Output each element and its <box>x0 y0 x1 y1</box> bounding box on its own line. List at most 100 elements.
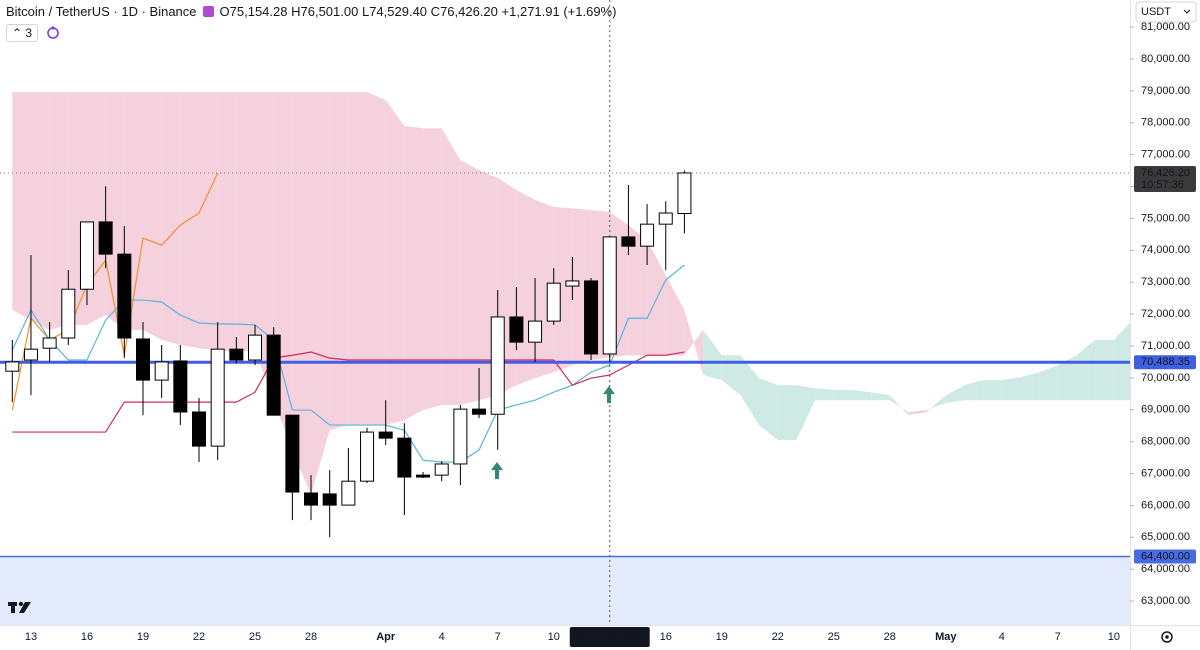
cloud-segment <box>684 309 704 375</box>
cloud-segment <box>740 355 760 426</box>
y-tick-label: 80,000.00 <box>1141 53 1190 65</box>
cloud-segment <box>908 410 928 416</box>
cloud-segment <box>1113 322 1130 401</box>
y-tick-label: 75,000.00 <box>1141 212 1190 224</box>
cloud-segment <box>927 395 946 412</box>
x-tick-label: 25 <box>828 631 840 643</box>
cloud-segment <box>759 378 778 441</box>
ohlc: O75,154.28 H76,501.00 L74,529.40 C76,426… <box>220 4 617 19</box>
cloud-segment <box>12 92 31 321</box>
cloud-segment <box>1095 339 1114 401</box>
cloud-segment <box>423 128 442 411</box>
dropdown-icon <box>1183 9 1191 14</box>
y-tick-label: 79,000.00 <box>1141 85 1190 97</box>
logo <box>8 601 31 613</box>
cloud-segment <box>1020 372 1040 401</box>
cloud-segment <box>852 389 872 401</box>
signal-arrow <box>491 462 503 479</box>
candle-body <box>378 431 393 439</box>
x-tick-label: 28 <box>305 631 317 643</box>
ohlc-value: 75,154.28 <box>229 4 288 19</box>
x-tick-label: 16 <box>660 631 672 643</box>
candle-body <box>61 288 76 339</box>
cloud-segment <box>441 128 461 405</box>
ohlc-value: 76,426.20 <box>440 4 498 19</box>
crosshair-date-box <box>569 627 650 647</box>
indicator-line <box>11 172 219 411</box>
candle-body <box>285 414 300 493</box>
cloud-segment <box>516 190 536 386</box>
crosshair-date: Mon 04/13/26 <box>576 631 643 643</box>
candle-body <box>640 223 655 247</box>
cloud-segment <box>796 385 816 441</box>
cloud-segment <box>348 92 368 426</box>
cloud-segment <box>628 225 648 356</box>
x-tick-label: 13 <box>25 631 37 643</box>
cloud-segment <box>30 92 50 331</box>
cloud-segment <box>833 389 853 401</box>
cloud-segment <box>945 385 965 404</box>
symbol-title: Bitcoin / TetherUS · 1D · Binance <box>6 4 197 19</box>
x-tick-label: 10 <box>548 631 560 643</box>
x-tick-label: 10 <box>1108 631 1120 643</box>
currency-button[interactable] <box>1135 1 1197 23</box>
candle-body <box>509 316 524 343</box>
y-tick-label: 71,000.00 <box>1141 340 1190 352</box>
cloud-segment <box>983 380 1002 401</box>
candle-body <box>360 431 375 482</box>
y-tick-label: 81,000.00 <box>1141 21 1190 33</box>
cloud-segment <box>311 92 330 496</box>
cloud-segment <box>180 92 199 349</box>
cloud-segment <box>647 240 666 356</box>
candle-body <box>434 463 449 476</box>
indicator-line <box>12 351 685 433</box>
candle-body <box>658 212 673 225</box>
indicator-bar: ⌃ 3 <box>6 24 60 42</box>
settings-icon[interactable] <box>1161 631 1173 643</box>
y-tick-label: 74,000.00 <box>1141 244 1190 256</box>
cloud-segment <box>161 92 181 346</box>
cloud-segment <box>460 160 480 405</box>
candle-body <box>621 236 636 247</box>
cloud-segment <box>255 92 274 401</box>
candle-body <box>453 408 468 465</box>
cloud-segment <box>142 92 162 340</box>
cloud-segment <box>889 395 909 416</box>
cloud-segment <box>1076 339 1096 401</box>
candle-body <box>23 348 38 361</box>
candle-body <box>304 492 319 506</box>
cloud-segment <box>236 92 256 353</box>
ohlc-key: L <box>361 4 370 19</box>
y-tick-label: 69,000.00 <box>1141 404 1190 416</box>
legend-header: Bitcoin / TetherUS · 1D · Binance O75,15… <box>6 4 616 19</box>
candle-body <box>584 280 599 355</box>
candle-body <box>528 320 543 343</box>
candle-body <box>341 480 356 506</box>
cloud-segment <box>49 92 69 331</box>
x-tick-label: 4 <box>439 631 445 643</box>
candle-body <box>79 221 94 290</box>
cloud-segment <box>815 388 834 401</box>
cloud-segment <box>292 92 312 496</box>
ohlc-key: O <box>219 4 230 19</box>
change: +1,271.91 (+1.69%) <box>501 4 617 19</box>
cloud-segment <box>199 92 218 351</box>
candle-body <box>322 493 337 506</box>
x-tick-label: 7 <box>495 631 501 643</box>
y-tick-label: 72,000.00 <box>1141 308 1190 320</box>
x-tick-label: 25 <box>249 631 261 643</box>
cloud-segment <box>871 392 890 401</box>
cloud-segment <box>86 92 106 325</box>
indicator-count: 3 <box>25 26 33 40</box>
indicator-toggle[interactable]: ⌃ 3 <box>6 24 39 42</box>
refresh-icon[interactable] <box>46 26 60 40</box>
cloud-segment <box>721 355 741 396</box>
ohlc-value: 76,501.00 <box>300 4 359 19</box>
cloud-segment <box>1039 365 1058 401</box>
candle-body <box>490 316 505 415</box>
candle-body <box>397 437 412 478</box>
candle-body <box>229 348 244 361</box>
y-tick-label: 68,000.00 <box>1141 436 1190 448</box>
level-label: 64,400.00 <box>1141 550 1190 562</box>
